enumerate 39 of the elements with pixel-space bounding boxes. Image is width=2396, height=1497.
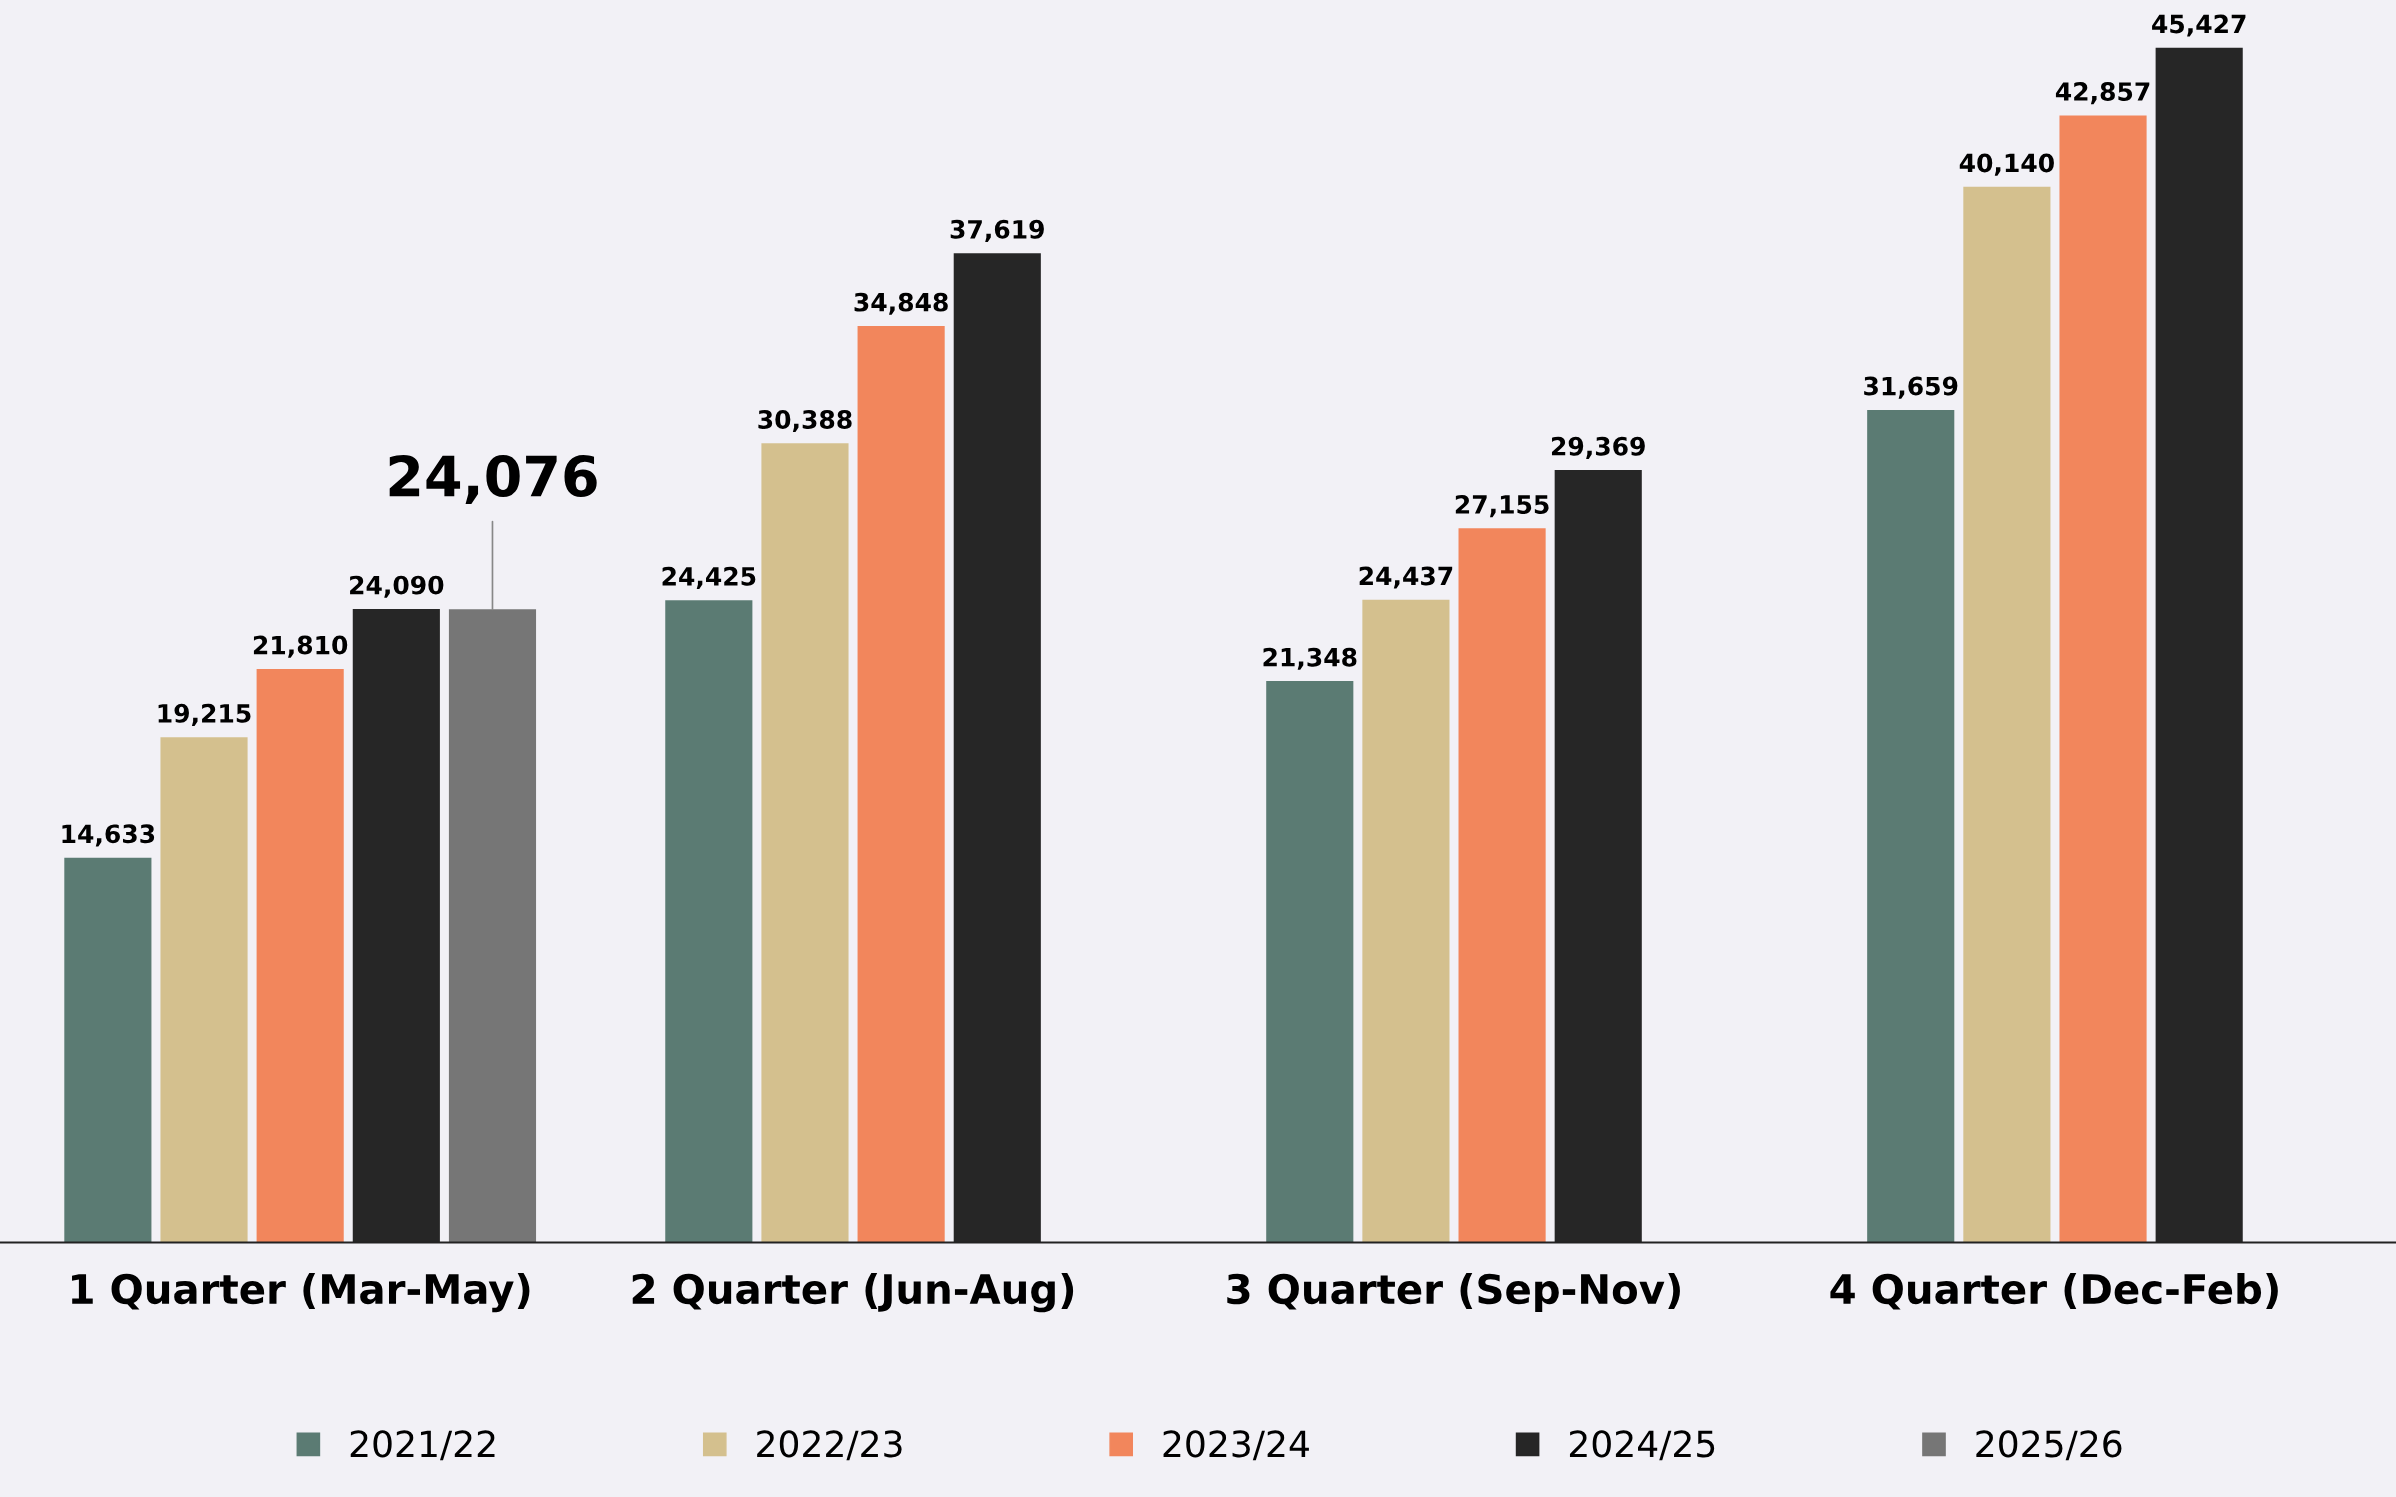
bar xyxy=(761,443,849,1243)
data-label: 31,659 xyxy=(1864,376,1958,399)
bar xyxy=(665,600,753,1243)
bar xyxy=(160,737,248,1243)
data-label: 34,848 xyxy=(854,292,948,315)
bar xyxy=(1266,681,1354,1243)
bar xyxy=(857,326,945,1243)
data-label: 14,633 xyxy=(62,824,155,847)
data-label: 37,619 xyxy=(950,219,1044,242)
bar xyxy=(64,857,152,1243)
legend-label: 2021/22 xyxy=(350,1430,495,1461)
legend-label: 2025/26 xyxy=(1976,1430,2122,1461)
data-label: 40,140 xyxy=(1959,153,2054,176)
x-tick-label: 4 Quarter (Dec-Feb) xyxy=(1830,1273,2278,1310)
data-label: 27,155 xyxy=(1455,495,1549,518)
bar xyxy=(256,668,344,1243)
x-tick-label: 3 Quarter (Sep-Nov) xyxy=(1227,1273,1680,1313)
data-label: 30,388 xyxy=(758,410,852,433)
bar xyxy=(448,609,537,1243)
legend-label: 2024/25 xyxy=(1569,1430,1715,1461)
x-tick-label: 2 Quarter (Jun-Aug) xyxy=(632,1273,1074,1313)
legend-label: 2023/24 xyxy=(1163,1430,1309,1461)
data-label: 24,437 xyxy=(1359,566,1453,589)
bar xyxy=(1963,186,2051,1243)
bar xyxy=(2059,115,2147,1243)
bar xyxy=(1458,528,1546,1243)
bar xyxy=(1362,599,1450,1243)
x-tick-label: 1 Quarter (Mar-May) xyxy=(72,1273,530,1313)
data-label: 45,427 xyxy=(2152,14,2246,37)
data-label: 29,369 xyxy=(1551,436,1645,459)
bar xyxy=(1867,409,1955,1243)
data-label: 42,857 xyxy=(2055,82,2150,105)
data-label: 24,425 xyxy=(662,566,756,589)
data-label: 24,076 xyxy=(389,454,597,505)
data-label: 21,348 xyxy=(1263,647,1357,670)
data-label: 21,810 xyxy=(253,635,348,658)
data-label: 24,090 xyxy=(350,575,444,598)
legend-label: 2022/23 xyxy=(757,1430,902,1461)
data-label: 19,215 xyxy=(158,703,251,726)
